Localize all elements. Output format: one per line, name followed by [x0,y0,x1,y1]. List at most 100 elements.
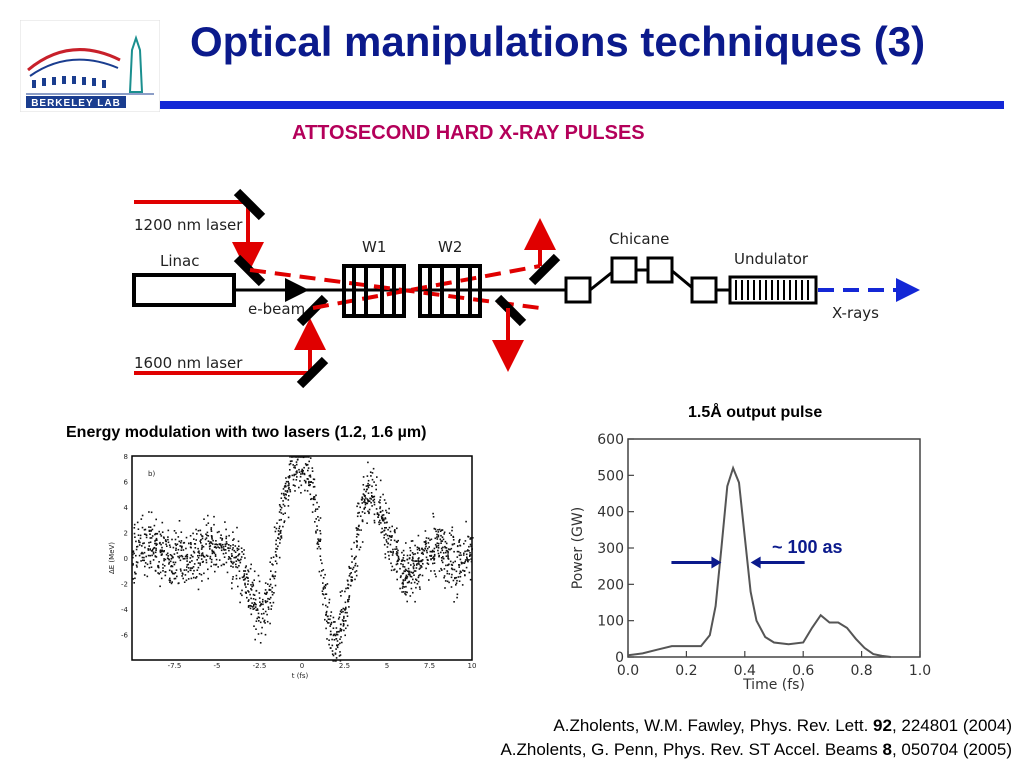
scatter-point [311,470,314,472]
scatter-point [377,514,380,516]
scatter-point [406,558,408,561]
scatter-point [346,624,349,627]
scatter-point [405,576,407,578]
scatter-point [258,592,261,594]
scatter-point [434,543,437,546]
scatter-point [330,611,333,613]
scatter-points [132,456,474,662]
scatter-point [293,473,296,476]
scatter-point [240,558,242,561]
scatter-point [322,569,325,571]
scatter-point [162,542,164,544]
scatter-point [300,456,302,458]
scatter-point [419,588,421,590]
scatter-point [239,577,241,580]
scatter-point [278,504,281,506]
scatter-point [391,535,393,537]
scatter-point [299,475,302,478]
scatter-point [180,547,183,549]
scatter-point [132,556,134,559]
scatter-point [210,565,212,568]
scatter-point [464,574,466,576]
scatter-point [385,509,387,512]
scatter-point [451,526,454,529]
scatter-point [148,541,150,544]
scatter-point [166,552,169,555]
scatter-point [255,589,258,592]
scatter-point [218,543,221,545]
left-panel-title: Energy modulation with two lasers (1.2, … [66,424,427,441]
scatter-point [396,578,398,581]
scatter-point [207,540,210,542]
scatter-point [373,495,376,498]
scatter-point [229,558,232,560]
scatter-point [313,496,316,498]
scatter-point [170,554,173,557]
scatter-point [367,499,369,502]
scatter-point [253,607,256,610]
scatter-point [186,566,188,568]
scatter-point [427,563,430,565]
scatter-point [447,558,450,560]
scatter-point [396,548,398,550]
scatter-point [319,538,322,541]
scatter-point [454,560,456,563]
scatter-point [424,548,426,550]
scatter-point [320,574,322,577]
scatter-point [344,609,346,611]
scatter-point [324,587,326,589]
scatter-point [238,545,240,548]
scatter-point [270,608,272,610]
scatter-point [339,651,341,653]
scatter-point [244,582,246,585]
scatter-point [368,511,370,514]
scatter-point [197,557,200,559]
scatter-point [192,532,194,535]
scatter-point [385,502,387,504]
scatter-point [361,519,364,521]
scatter-point [408,581,410,584]
scatter-point [269,583,272,586]
scatter-point [272,556,275,558]
scatter-point [140,560,142,562]
scatter-point [270,605,273,607]
scatter-point [176,552,179,554]
scatter-point [370,501,372,504]
scatter-point [142,559,144,562]
scatter-point [263,620,265,623]
scatter-point [333,639,336,641]
scatter-point [468,550,470,552]
scatter-point [135,564,138,567]
scatter-point [446,580,449,583]
scatter-point [185,547,187,550]
scatter-point [196,533,198,535]
scatter-point [201,535,204,538]
scatter-point [309,474,312,477]
scatter-point [159,571,162,574]
scatter-point [205,561,208,564]
scatter-point [242,553,245,555]
scatter-point [261,617,264,620]
scatter-point [446,550,449,552]
scatter-point [200,533,202,536]
scatter-point [389,530,392,533]
scatter-point [149,548,151,550]
scatter-point [209,557,211,560]
scatter-point [379,499,381,501]
scatter-point [429,555,431,557]
scatter-point [236,526,238,529]
scatter-point [201,561,204,563]
y-tick-label: 0 [124,555,128,563]
scatter-point [301,468,303,471]
mirror [296,294,329,327]
scatter-point [415,564,418,566]
scatter-point [273,577,276,580]
scatter-point [171,556,174,559]
scatter-point [399,587,401,590]
scatter-point [418,574,420,577]
scatter-point [449,560,452,563]
scatter-point [315,530,317,533]
scatter-point [138,544,141,546]
scatter-point [397,560,399,562]
scatter-point [378,521,380,523]
